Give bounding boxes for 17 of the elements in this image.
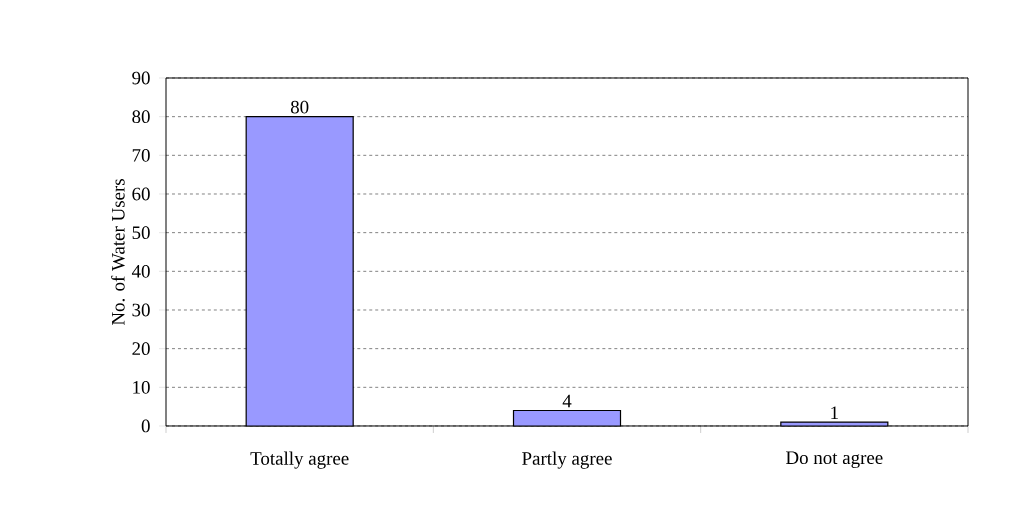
x-tick-label: Totally agree: [250, 451, 349, 469]
y-tick-label: 0: [141, 419, 150, 433]
data-label: 80: [290, 100, 309, 114]
y-tick-label: 70: [132, 148, 150, 162]
data-label: 4: [562, 394, 572, 408]
y-tick-label: 50: [132, 226, 150, 240]
y-tick-label: 10: [133, 380, 150, 394]
y-tick-label: 40: [131, 264, 150, 278]
y-tick-label: 30: [132, 303, 150, 317]
y-tick-label: 90: [132, 71, 150, 85]
y-tick-label: 60: [132, 187, 150, 201]
data-label: 1: [831, 406, 838, 419]
x-tick-label: Do not agree: [786, 451, 883, 468]
y-axis-title: No. of Water Users: [111, 179, 125, 326]
x-tick-label: Partly agree: [522, 451, 612, 469]
y-tick-label: 20: [132, 342, 150, 356]
y-tick-label: 80: [132, 110, 150, 124]
